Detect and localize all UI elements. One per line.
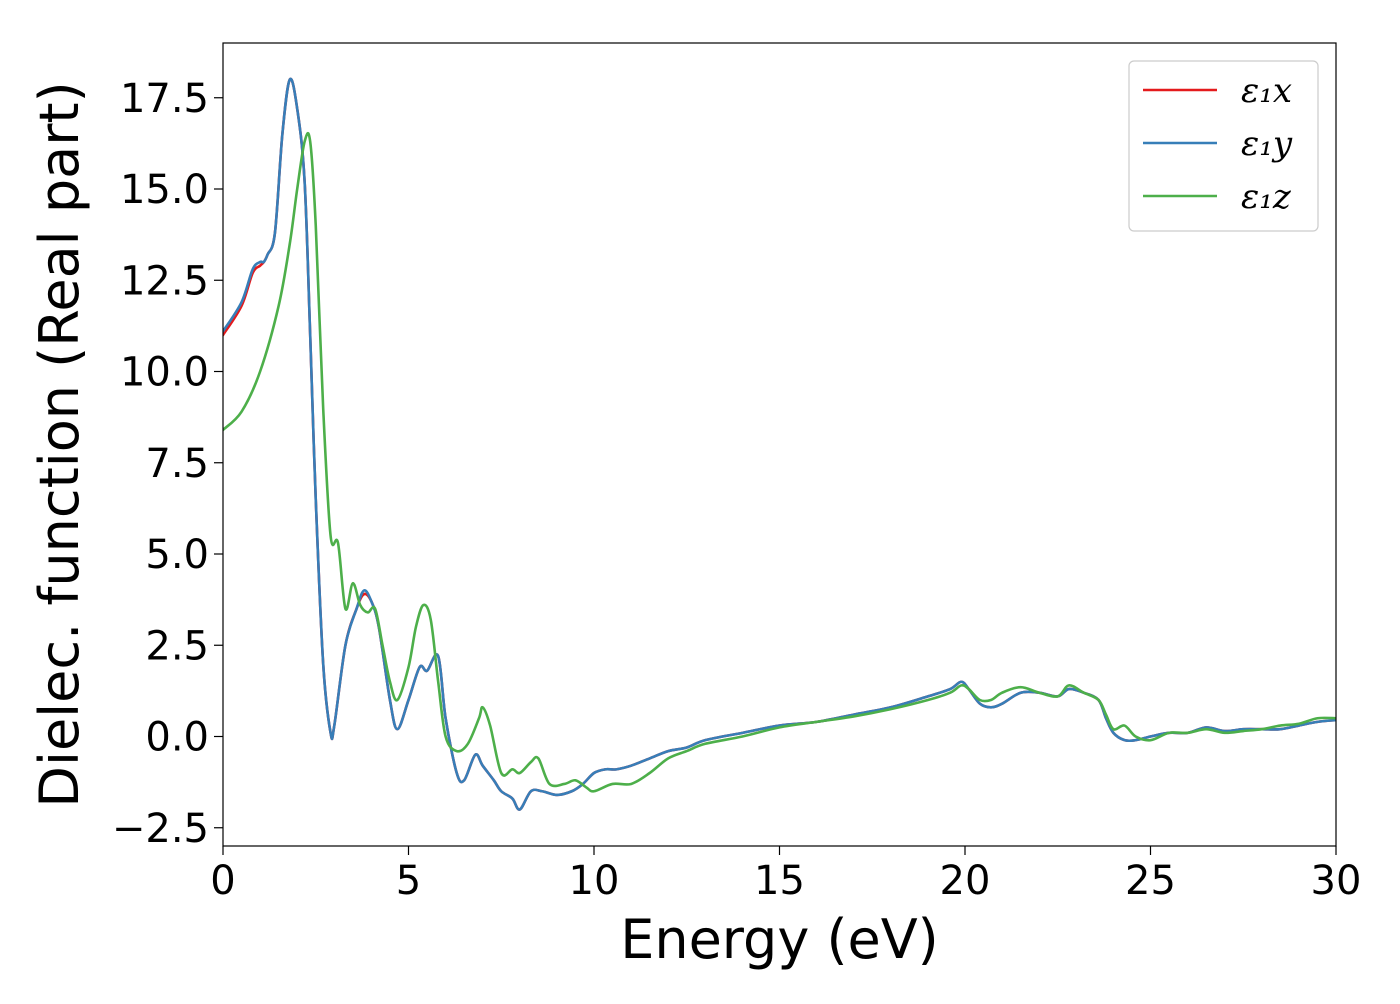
series-line-1 — [223, 77, 1336, 811]
legend-label-2: ε₁z — [1241, 177, 1292, 217]
y-tick-label: 2.5 — [145, 623, 209, 669]
x-axis-ticks: 0 5 10 15 20 25 30 — [210, 846, 1361, 904]
y-axis-ticks: −2.5 0.0 2.5 5.0 7.5 10.0 12.5 15.0 17.5 — [112, 76, 223, 852]
legend: ε₁x ε₁y ε₁z — [1128, 60, 1319, 232]
legend-label-0: ε₁x — [1241, 71, 1292, 111]
x-tick-label: 15 — [754, 858, 805, 904]
y-tick-label: 10.0 — [120, 350, 209, 396]
x-axis-title: Energy (eV) — [620, 908, 939, 971]
legend-label-1: ε₁y — [1241, 124, 1293, 164]
x-tick-label: 20 — [940, 858, 991, 904]
y-tick-label: 7.5 — [145, 441, 209, 487]
series-line-2 — [223, 132, 1336, 793]
y-tick-label: 12.5 — [120, 258, 209, 304]
series-layer — [223, 77, 1336, 811]
x-tick-label: 30 — [1311, 858, 1362, 904]
y-tick-label: 17.5 — [120, 76, 209, 122]
x-tick-label: 10 — [569, 858, 620, 904]
x-tick-label: 0 — [210, 858, 235, 904]
x-tick-label: 5 — [396, 858, 421, 904]
legend-box — [1128, 60, 1319, 232]
y-tick-label: 0.0 — [145, 715, 209, 761]
y-axis-title: Dielec. function (Real part) — [28, 81, 91, 807]
x-tick-label: 25 — [1125, 858, 1176, 904]
y-tick-label: 15.0 — [120, 167, 209, 213]
y-tick-label: −2.5 — [112, 806, 209, 852]
y-tick-label: 5.0 — [145, 532, 209, 578]
